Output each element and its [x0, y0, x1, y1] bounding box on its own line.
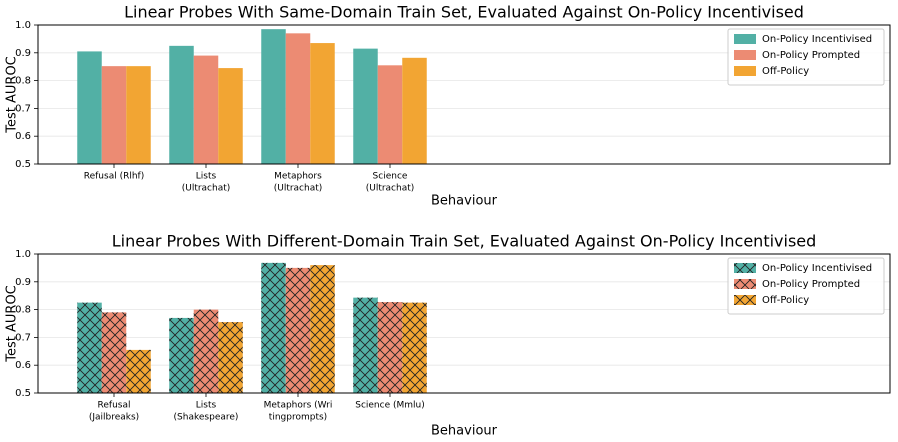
- y-axis-label: Test AUROC: [5, 285, 20, 362]
- bar: [101, 66, 127, 164]
- bar: [169, 45, 194, 164]
- bar-hatch: [126, 349, 151, 393]
- bar-hatch: [377, 302, 403, 393]
- legend-swatch: [734, 34, 756, 44]
- x-axis-label: Behaviour: [431, 194, 498, 209]
- x-tick-label: (Ultrachat): [366, 184, 415, 194]
- bar-hatch: [353, 297, 378, 393]
- y-tick-label: 0.9: [15, 48, 31, 59]
- x-tick-label: Metaphors: [274, 172, 322, 182]
- legend-label: On-Policy Prompted: [762, 50, 860, 61]
- x-tick-label: (Ultrachat): [274, 184, 323, 194]
- y-tick-label: 0.5: [15, 159, 31, 170]
- bar: [261, 29, 286, 165]
- x-tick-label: Lists: [196, 401, 217, 411]
- x-tick-label: (Ultrachat): [182, 184, 231, 194]
- bar-hatch: [261, 262, 286, 393]
- bar: [126, 66, 151, 164]
- bar-hatch: [402, 302, 427, 393]
- legend-hatch: [734, 263, 756, 273]
- legend-label: On-Policy Incentivised: [762, 34, 872, 45]
- bar: [310, 43, 335, 164]
- legend-hatch: [734, 295, 756, 305]
- x-tick-label: Lists: [196, 172, 217, 182]
- y-tick-label: 0.7: [15, 103, 31, 114]
- bar: [218, 68, 243, 164]
- bar: [353, 48, 378, 164]
- legend-swatch: [734, 50, 756, 60]
- chart-title: Linear Probes With Same-Domain Train Set…: [124, 3, 804, 22]
- y-tick-label: 0.6: [15, 360, 31, 371]
- legend-box: [727, 257, 885, 315]
- bar-hatch: [310, 265, 335, 393]
- bar-hatch: [169, 317, 194, 393]
- y-tick-label: 1.0: [15, 249, 31, 260]
- x-axis-label: Behaviour: [431, 424, 498, 439]
- bar: [377, 65, 403, 164]
- legend-label: Off-Policy: [762, 66, 809, 77]
- legend-box: [727, 28, 885, 86]
- bar: [77, 51, 102, 164]
- y-tick-label: 0.8: [15, 76, 31, 87]
- legend-swatch: [734, 66, 756, 76]
- y-tick-label: 0.6: [15, 131, 31, 142]
- x-tick-label: Refusal (Rlhf): [84, 172, 144, 182]
- bar-hatch: [218, 322, 243, 393]
- bar: [402, 57, 427, 164]
- bar: [285, 33, 311, 165]
- x-tick-label: (Shakespeare): [174, 413, 239, 423]
- chart-title: Linear Probes With Different-Domain Trai…: [112, 232, 817, 251]
- x-tick-label: (Jailbreaks): [89, 413, 139, 423]
- y-tick-label: 1.0: [15, 20, 31, 31]
- bar-hatch: [285, 267, 311, 393]
- bar-hatch: [101, 312, 127, 393]
- x-tick-label: Metaphors (Wri: [264, 401, 333, 411]
- y-tick-label: 0.9: [15, 277, 31, 288]
- legend-label: Off-Policy: [762, 295, 809, 306]
- bar: [193, 55, 219, 164]
- bar-hatch: [77, 302, 102, 393]
- y-axis-label: Test AUROC: [5, 56, 20, 133]
- plot-frame: [37, 253, 891, 394]
- legend-hatch: [734, 279, 756, 289]
- x-tick-label: Science (Mmlu): [355, 401, 425, 411]
- legend-label: On-Policy Prompted: [762, 279, 860, 290]
- y-tick-label: 0.8: [15, 305, 31, 316]
- y-tick-label: 0.7: [15, 332, 31, 343]
- legend-label: On-Policy Incentivised: [762, 263, 872, 274]
- x-tick-label: Refusal: [98, 401, 131, 411]
- plot-frame: [37, 24, 891, 165]
- x-tick-label: Science: [373, 172, 408, 182]
- bar-hatch: [193, 309, 219, 393]
- y-tick-label: 0.5: [15, 388, 31, 399]
- x-tick-label: tingprompts): [269, 413, 327, 423]
